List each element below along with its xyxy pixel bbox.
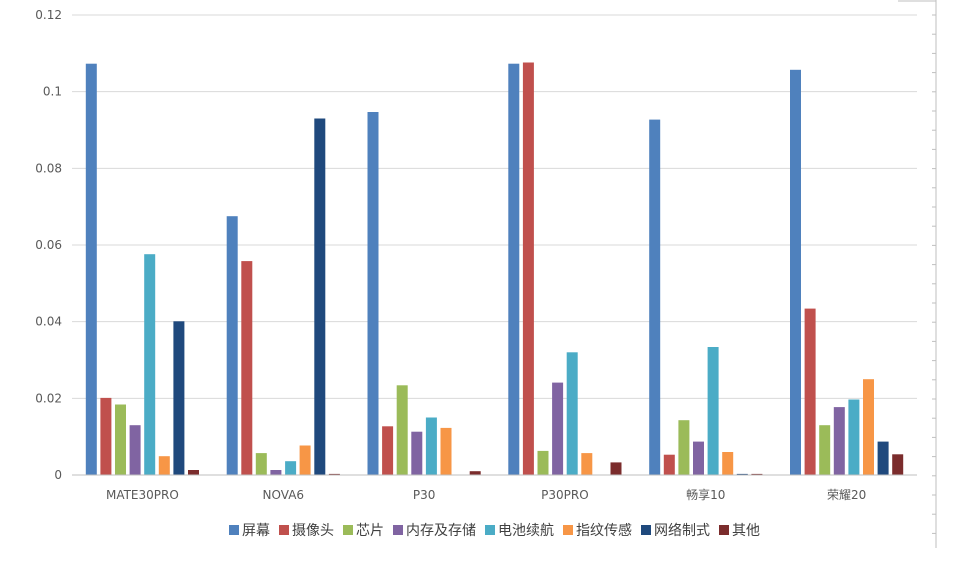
legend-swatch — [343, 525, 353, 535]
x-axis-tick-labels: MATE30PRO NOVA6 P30 P30PRO 畅享10 荣耀20 — [106, 487, 866, 502]
x-tick-label: P30PRO — [541, 488, 589, 502]
bar-荣耀20-网络制式 — [877, 441, 889, 475]
bar-P30-内存及存储 — [411, 431, 423, 475]
x-tick-label: 荣耀20 — [827, 488, 866, 502]
bar-荣耀20-指纹传感 — [863, 379, 874, 475]
bar-MATE30PRO-屏幕 — [85, 63, 97, 475]
legend-swatch — [719, 525, 729, 535]
y-tick-label: 0 — [54, 468, 62, 482]
bar-MATE30PRO-摄像头 — [100, 397, 112, 475]
bar-P30-电池续航 — [425, 417, 437, 475]
x-tick-label: 畅享10 — [686, 487, 725, 502]
bar-P30-指纹传感 — [440, 427, 452, 475]
bar-畅享10-内存及存储 — [693, 441, 704, 475]
bar-P30PRO-内存及存储 — [552, 382, 564, 475]
legend-swatch — [279, 525, 289, 535]
legend-item: 屏幕 — [229, 523, 270, 539]
bar-畅享10-屏幕 — [649, 119, 661, 475]
bar-MATE30PRO-电池续航 — [144, 254, 156, 475]
bar-畅享10-其他 — [751, 473, 763, 475]
x-tick-label: MATE30PRO — [106, 488, 179, 502]
y-tick-label: 0.02 — [35, 391, 62, 405]
bar-MATE30PRO-芯片 — [115, 404, 126, 475]
legend-item: 摄像头 — [279, 523, 334, 539]
bar-NOVA6-芯片 — [255, 453, 267, 475]
y-axis-tick-labels: 0 0.02 0.04 0.06 0.08 0.1 0.12 — [35, 8, 62, 482]
legend-item: 网络制式 — [641, 523, 710, 539]
bar-P30-芯片 — [396, 385, 408, 475]
bar-畅享10-网络制式 — [736, 473, 748, 475]
legend-item: 指纹传感 — [563, 522, 632, 539]
bar-NOVA6-摄像头 — [241, 261, 253, 475]
bar-NOVA6-内存及存储 — [270, 470, 282, 475]
legend-swatch — [641, 525, 651, 535]
legend: 屏幕 摄像头 芯片 内存及存储 电池续航 指纹传感 网络制式 其他 — [229, 522, 760, 539]
legend-label: 内存及存储 — [406, 523, 476, 539]
bar-荣耀20-内存及存储 — [833, 407, 845, 475]
legend-swatch — [229, 525, 239, 535]
bar-荣耀20-屏幕 — [790, 69, 801, 476]
bar-NOVA6-屏幕 — [226, 216, 238, 475]
legend-item: 芯片 — [343, 523, 384, 539]
side-ruler-ticks — [932, 14, 936, 534]
y-tick-label: 0.1 — [43, 85, 62, 99]
bar-畅享10-摄像头 — [663, 454, 675, 475]
bar-P30PRO-摄像头 — [522, 62, 534, 475]
y-tick-label: 0.12 — [35, 8, 62, 22]
y-tick-label: 0.06 — [35, 238, 62, 252]
bar-NOVA6-电池续航 — [285, 461, 297, 475]
legend-label: 其他 — [732, 523, 760, 539]
bar-MATE30PRO-指纹传感 — [158, 456, 170, 475]
bar-P30PRO-其他 — [610, 462, 622, 475]
legend-item: 其他 — [719, 523, 760, 539]
y-tick-label: 0.04 — [35, 315, 62, 329]
bar-P30PRO-芯片 — [537, 450, 549, 475]
bar-荣耀20-其他 — [892, 454, 904, 475]
y-tick-label: 0.08 — [35, 161, 62, 175]
bars — [85, 62, 904, 476]
legend-label: 网络制式 — [654, 523, 710, 539]
bar-NOVA6-网络制式 — [314, 118, 326, 475]
legend-label: 屏幕 — [242, 523, 270, 539]
bar-MATE30PRO-网络制式 — [173, 321, 185, 475]
bar-P30PRO-指纹传感 — [581, 453, 593, 475]
bar-畅享10-电池续航 — [707, 347, 719, 475]
bar-NOVA6-指纹传感 — [299, 445, 311, 475]
bar-NOVA6-其他 — [328, 473, 340, 475]
bar-畅享10-芯片 — [678, 420, 690, 475]
bar-P30PRO-屏幕 — [508, 63, 520, 475]
legend-swatch — [563, 525, 573, 535]
bar-P30-其他 — [469, 471, 481, 475]
legend-label: 指纹传感 — [576, 522, 632, 539]
bar-P30-摄像头 — [382, 426, 394, 475]
legend-swatch — [393, 525, 403, 535]
legend-label: 摄像头 — [292, 523, 334, 539]
bar-MATE30PRO-其他 — [188, 470, 199, 475]
bar-P30-屏幕 — [367, 112, 379, 475]
x-tick-label: P30 — [413, 488, 436, 502]
bar-荣耀20-摄像头 — [804, 308, 816, 475]
bar-荣耀20-电池续航 — [848, 399, 860, 475]
legend-item: 电池续航 — [485, 522, 554, 539]
gridlines — [72, 14, 917, 399]
bar-畅享10-指纹传感 — [722, 452, 734, 475]
legend-label: 电池续航 — [498, 522, 554, 539]
bar-MATE30PRO-内存及存储 — [129, 425, 141, 475]
legend-label: 芯片 — [356, 523, 384, 539]
bar-P30PRO-电池续航 — [566, 352, 578, 475]
x-tick-label: NOVA6 — [263, 488, 305, 502]
legend-swatch — [485, 525, 495, 535]
bar-荣耀20-芯片 — [819, 425, 831, 475]
legend-item: 内存及存储 — [393, 523, 476, 539]
